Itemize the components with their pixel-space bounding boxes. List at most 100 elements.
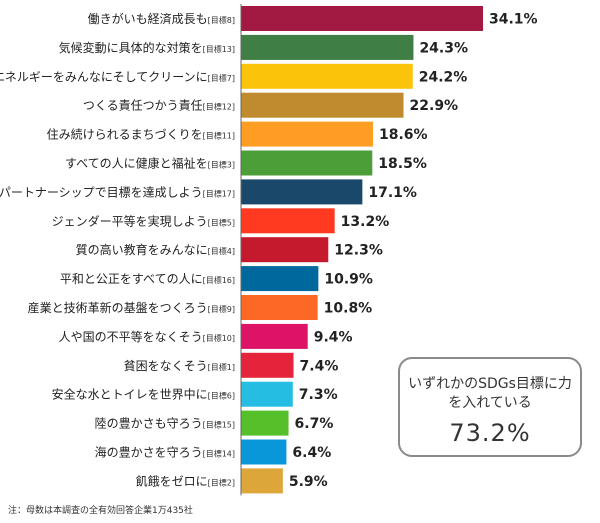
bar-row: 安全な水とトイレを世界中に[目標6] 7.3% xyxy=(52,381,338,407)
bar-row: 平和と公正をすべての人に[目標16] 10.9% xyxy=(60,266,373,292)
category-label: エネルギーをみんなにそしてクリーンに[目標7] xyxy=(0,70,235,84)
bar-row: エネルギーをみんなにそしてクリーンに[目標7] 24.2% xyxy=(0,63,468,89)
goal-tag: [目標11] xyxy=(203,131,235,141)
summary-value: 73.2% xyxy=(449,419,531,447)
category-label: 貧困をなくそう[目標1] xyxy=(124,359,235,373)
bar xyxy=(241,150,373,176)
category-name: 貧困をなくそう xyxy=(124,359,208,373)
goal-tag: [目標14] xyxy=(203,449,235,459)
bar-row: 陸の豊かさも守ろう[目標15] 6.7% xyxy=(95,410,334,436)
category-label: 安全な水とトイレを世界中に[目標6] xyxy=(52,387,235,402)
summary-box: いずれかのSDGs目標に力を入れている 73.2% xyxy=(398,357,582,457)
category-label: 飢餓をゼロに[目標2] xyxy=(136,473,235,488)
goal-tag: [目標10] xyxy=(203,333,235,343)
bar xyxy=(241,468,283,494)
goal-tag: [目標13] xyxy=(203,44,235,54)
value-label: 24.2% xyxy=(419,69,468,85)
category-label: 産業と技術革新の基盤をつくろう[目標9] xyxy=(28,300,235,315)
category-name: 飢餓をゼロに xyxy=(136,473,208,488)
goal-tag: [目標16] xyxy=(203,275,235,285)
bar xyxy=(241,381,293,407)
bar xyxy=(241,439,287,465)
value-label: 18.5% xyxy=(378,156,427,172)
bar-row: パートナーシップで目標を達成しよう[目標17] 17.1% xyxy=(0,179,417,205)
category-label: 平和と公正をすべての人に[目標16] xyxy=(60,272,235,286)
category-name: つくる責任つかう責任 xyxy=(83,99,203,113)
category-label: つくる責任つかう責任[目標12] xyxy=(83,99,235,113)
bar-row: 質の高い教育をみんなに[目標4] 12.3% xyxy=(76,237,383,263)
value-label: 7.3% xyxy=(299,387,338,403)
bar xyxy=(241,323,308,349)
goal-tag: [目標9] xyxy=(208,304,235,314)
goal-tag: [目標17] xyxy=(203,188,235,198)
category-label: ジェンダー平等を実現しよう[目標5] xyxy=(52,213,235,228)
category-name: 人や国の不平等をなくそう xyxy=(59,330,203,344)
value-label: 10.8% xyxy=(324,301,373,317)
summary-label: いずれかのSDGs目標に力を入れている xyxy=(408,376,572,411)
goal-tag: [目標7] xyxy=(208,73,235,83)
bar-row: 人や国の不平等をなくそう[目標10] 9.4% xyxy=(59,323,353,349)
bar-row: 飢餓をゼロに[目標2] 5.9% xyxy=(136,468,328,494)
category-name: 安全な水とトイレを世界中に xyxy=(52,387,208,402)
goal-tag: [目標2] xyxy=(208,477,235,487)
bar xyxy=(241,34,414,60)
value-label: 7.4% xyxy=(300,358,339,374)
goal-tag: [目標1] xyxy=(208,362,235,372)
value-label: 6.7% xyxy=(295,416,334,432)
goal-tag: [目標4] xyxy=(208,246,235,256)
value-label: 22.9% xyxy=(410,98,459,114)
category-name: 質の高い教育をみんなに xyxy=(76,242,208,257)
category-label: 海の豊かさを守ろう[目標14] xyxy=(95,445,235,460)
value-label: 6.4% xyxy=(292,445,331,461)
value-label: 18.6% xyxy=(379,127,428,143)
category-name: 陸の豊かさも守ろう xyxy=(95,417,203,431)
category-name: 気候変動に具体的な対策を xyxy=(59,40,203,55)
bar xyxy=(241,6,483,31)
category-name: 働きがいも経済成長も xyxy=(88,11,208,26)
bar-row: 働きがいも経済成長も[目標8] 34.1% xyxy=(88,6,538,31)
value-label: 10.9% xyxy=(324,272,373,288)
bar xyxy=(241,266,319,292)
goal-tag: [目標8] xyxy=(208,15,235,25)
value-label: 12.3% xyxy=(334,243,383,259)
category-name: すべての人に健康と福祉を xyxy=(65,156,208,171)
bar xyxy=(241,92,404,118)
bar xyxy=(241,352,294,378)
value-label: 24.3% xyxy=(419,40,468,56)
goal-tag: [目標15] xyxy=(203,420,235,430)
value-label: 13.2% xyxy=(341,214,390,230)
goal-tag: [目標6] xyxy=(208,391,235,401)
bar xyxy=(241,63,413,89)
bar-row: 海の豊かさを守ろう[目標14] 6.4% xyxy=(95,439,331,465)
bar-row: ジェンダー平等を実現しよう[目標5] 13.2% xyxy=(52,208,390,234)
category-name: 平和と公正をすべての人に xyxy=(60,272,203,286)
goal-tag: [目標12] xyxy=(203,102,235,112)
value-label: 34.1% xyxy=(489,12,538,28)
bar xyxy=(241,208,335,234)
category-label: 人や国の不平等をなくそう[目標10] xyxy=(59,330,235,344)
category-name: 住み続けられるまちづくりを xyxy=(47,128,203,142)
category-label: 働きがいも経済成長も[目標8] xyxy=(88,11,235,26)
bar xyxy=(241,179,363,205)
bar-row: 気候変動に具体的な対策を[目標13] 24.3% xyxy=(59,34,468,60)
category-name: 産業と技術革新の基盤をつくろう xyxy=(28,300,208,315)
bar xyxy=(241,237,329,263)
category-label: 住み続けられるまちづくりを[目標11] xyxy=(47,128,235,142)
category-label: 気候変動に具体的な対策を[目標13] xyxy=(59,40,235,55)
category-name: エネルギーをみんなにそしてクリーンに xyxy=(0,70,208,84)
category-label: 陸の豊かさも守ろう[目標15] xyxy=(95,417,235,431)
value-label: 5.9% xyxy=(289,474,328,490)
value-label: 17.1% xyxy=(368,185,417,201)
bar xyxy=(241,121,373,147)
bar xyxy=(241,410,289,436)
goal-tag: [目標5] xyxy=(208,217,235,227)
bar-row: 産業と技術革新の基盤をつくろう[目標9] 10.8% xyxy=(28,295,373,320)
bar-row: すべての人に健康と福祉を[目標3] 18.5% xyxy=(65,150,427,176)
bar-row: 貧困をなくそう[目標1] 7.4% xyxy=(124,352,339,378)
category-name: パートナーシップで目標を達成しよう xyxy=(0,185,203,199)
value-label: 9.4% xyxy=(314,329,353,345)
bar xyxy=(241,295,318,320)
category-name: ジェンダー平等を実現しよう xyxy=(52,213,208,228)
category-name: 海の豊かさを守ろう xyxy=(95,445,203,460)
